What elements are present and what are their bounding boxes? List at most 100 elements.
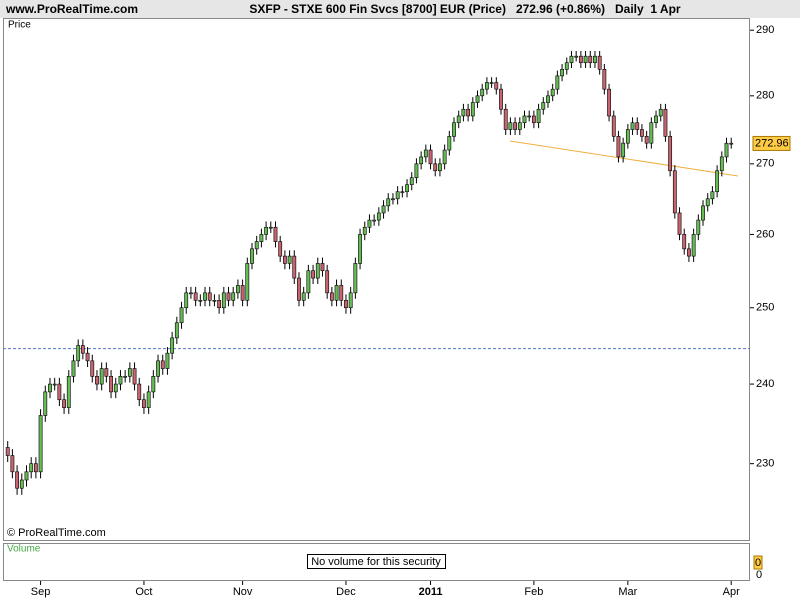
- candle-body: [409, 177, 414, 186]
- candle-body: [179, 307, 184, 324]
- volume-panel: [3, 543, 750, 581]
- candle-body: [184, 292, 189, 309]
- candle-body: [442, 149, 447, 165]
- x-tick-label: Feb: [524, 586, 543, 598]
- y-tick-label: 280: [756, 90, 774, 102]
- candle-body: [668, 136, 673, 172]
- last-price-tag: [752, 135, 791, 151]
- candle-body: [297, 277, 301, 301]
- y-tick-label: 230: [756, 458, 774, 470]
- candle-body: [531, 115, 536, 124]
- candle-body: [226, 292, 231, 301]
- candle-body: [597, 55, 602, 70]
- candle-body: [419, 156, 424, 165]
- candle-body: [33, 463, 38, 473]
- candle-body: [52, 383, 57, 386]
- candle-body: [193, 292, 198, 301]
- volume-tick-label: 0: [756, 569, 762, 581]
- candle-body: [701, 205, 705, 221]
- candle-body: [635, 122, 640, 130]
- candle-body: [447, 136, 452, 151]
- candle-body: [165, 352, 170, 369]
- candle-body: [611, 115, 616, 137]
- candle-body: [578, 55, 583, 64]
- candle-body: [132, 368, 137, 385]
- candle-body: [574, 55, 579, 58]
- candle-body: [66, 376, 71, 408]
- volume-tag-label: 0: [755, 557, 761, 569]
- candle-body: [5, 447, 10, 456]
- candle-body: [729, 142, 734, 145]
- candle-body: [358, 234, 362, 264]
- candle-body: [546, 95, 550, 103]
- candle-body: [217, 299, 222, 309]
- volume-note: No volume for this security: [311, 556, 441, 568]
- candle-body: [76, 345, 81, 362]
- candle-body: [672, 170, 677, 214]
- volume-label: Volume: [7, 544, 41, 555]
- panel-label: Price: [8, 20, 31, 31]
- candle-body: [104, 368, 109, 377]
- candle-body: [654, 115, 658, 124]
- candle-body: [123, 376, 128, 378]
- candle-body: [583, 55, 588, 64]
- y-tick-label: 260: [756, 228, 774, 240]
- candle-body: [616, 136, 621, 158]
- candle-body: [593, 55, 597, 64]
- x-tick-label: Nov: [233, 586, 253, 598]
- candle-body: [485, 82, 489, 90]
- candle-body: [109, 376, 113, 393]
- candle-body: [127, 368, 132, 377]
- candle-body: [489, 82, 494, 84]
- last-price-label: 272.96: [755, 137, 789, 149]
- candle-body: [376, 212, 381, 221]
- candle-body: [80, 345, 85, 354]
- candle-body: [677, 212, 682, 235]
- candle-body: [564, 62, 569, 70]
- candle-body: [344, 299, 348, 309]
- candle-body: [405, 184, 409, 193]
- candle-body: [348, 292, 353, 309]
- y-tick-label: 250: [756, 302, 774, 314]
- candle-body: [137, 383, 142, 401]
- candle-body: [508, 122, 513, 130]
- candle-body: [569, 55, 574, 64]
- candle-body: [282, 255, 287, 264]
- candle-body: [320, 263, 325, 272]
- candle-body: [339, 285, 344, 301]
- candle-body: [174, 322, 179, 339]
- candle-body: [560, 69, 564, 77]
- candle-body: [268, 226, 273, 229]
- header-bar: [0, 0, 800, 18]
- candle-body: [452, 122, 456, 137]
- y-tick-label: 290: [756, 24, 774, 36]
- candle-body: [602, 69, 607, 90]
- candle-body: [719, 156, 724, 172]
- site: www.ProRealTime.com: [5, 2, 138, 16]
- candle-body: [113, 383, 118, 393]
- candle-body: [85, 352, 90, 362]
- candle-body: [433, 163, 438, 172]
- candle-body: [494, 82, 499, 90]
- candle-body: [625, 129, 630, 144]
- candle-body: [682, 234, 687, 250]
- candle-body: [541, 102, 546, 110]
- trend-line: [509, 140, 739, 177]
- candle-body: [696, 219, 701, 235]
- candle-body: [687, 248, 691, 257]
- candle-body: [503, 108, 508, 130]
- candle-body: [189, 292, 193, 295]
- candle-body: [48, 383, 52, 393]
- candle-body: [292, 255, 297, 279]
- candle-body: [423, 149, 428, 158]
- x-tick-label: Oct: [135, 586, 152, 598]
- candle-body: [99, 368, 104, 385]
- candle-body: [95, 376, 99, 385]
- candle-body: [254, 241, 259, 250]
- candle-body: [24, 471, 29, 481]
- candle-body: [470, 102, 475, 117]
- candle-body: [710, 191, 715, 200]
- x-tick-label: Sep: [31, 586, 51, 598]
- candle-body: [461, 108, 466, 117]
- candle-body: [273, 226, 278, 242]
